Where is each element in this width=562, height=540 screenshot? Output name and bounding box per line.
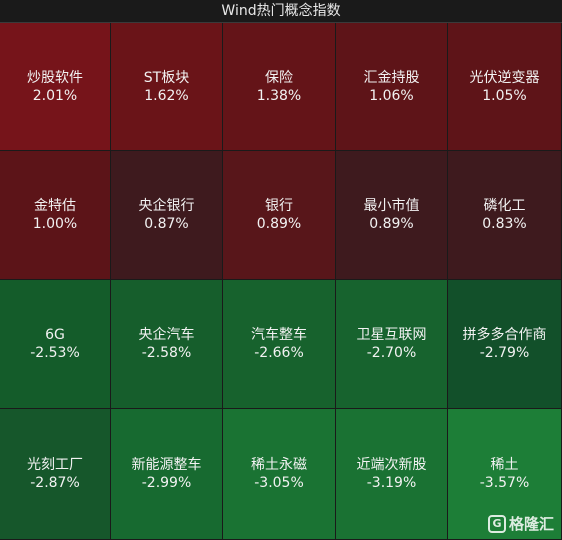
heatmap-tile[interactable]: 央企银行 0.87% — [111, 151, 223, 280]
heatmap-tile[interactable]: 近端次新股 -3.19% — [336, 409, 448, 540]
heatmap-tile[interactable]: 卫星互联网 -2.70% — [336, 280, 448, 409]
tile-concept-name: 新能源整车 — [131, 457, 202, 473]
tile-change-percent: -2.53% — [30, 345, 80, 361]
tile-concept-name: 最小市值 — [363, 198, 420, 214]
tile-change-percent: 0.83% — [482, 216, 527, 232]
heatmap-tile[interactable]: 光伏逆变器 1.05% — [448, 23, 562, 151]
tile-concept-name: 6G — [45, 327, 65, 343]
tile-concept-name: 银行 — [265, 198, 293, 214]
tile-concept-name: 金特估 — [34, 198, 76, 214]
tile-change-percent: 1.00% — [32, 216, 78, 232]
heatmap-tile[interactable]: 磷化工 0.83% — [448, 151, 562, 280]
tile-concept-name: 央企银行 — [138, 198, 195, 214]
heatmap-tile[interactable]: 银行 0.89% — [223, 151, 336, 280]
tile-concept-name: 保险 — [265, 69, 293, 86]
heatmap-tile[interactable]: 光刻工厂 -2.87% — [0, 409, 111, 540]
tile-concept-name: 拼多多合作商 — [462, 327, 547, 343]
tile-concept-name: 汇金持股 — [363, 69, 420, 86]
tile-concept-name: 磷化工 — [483, 198, 526, 214]
heatmap-tile[interactable]: 最小市值 0.89% — [336, 151, 448, 280]
concept-index-heatmap: 炒股软件 2.01% ST板块 1.62% 保险 1.38% 汇金持股 1.06% 光伏逆变器 1… — [0, 23, 562, 540]
watermark: G 格隆汇 — [487, 513, 554, 534]
heatmap-tile[interactable]: 拼多多合作商 -2.79% — [448, 280, 562, 409]
tile-change-percent: 1.06% — [369, 87, 414, 104]
heatmap-tile[interactable]: 保险 1.38% — [223, 23, 336, 151]
heatmap-tile[interactable]: 金特估 1.00% — [0, 151, 111, 280]
heatmap-tile[interactable]: 炒股软件 2.01% — [0, 23, 111, 151]
tile-change-percent: -3.19% — [366, 475, 417, 491]
tile-change-percent: 1.62% — [144, 87, 189, 104]
tile-change-percent: 1.05% — [482, 87, 527, 104]
tile-change-percent: -2.87% — [30, 475, 80, 491]
heatmap-tile[interactable]: 汽车整车 -2.66% — [223, 280, 336, 409]
tile-change-percent: -3.57% — [479, 475, 530, 491]
tile-change-percent: -2.66% — [254, 345, 304, 361]
watermark-text: 格隆汇 — [508, 515, 554, 533]
tile-change-percent: 1.38% — [256, 87, 302, 104]
tile-concept-name: 近端次新股 — [356, 457, 427, 473]
tile-concept-name: 光伏逆变器 — [469, 69, 540, 86]
heatmap-tile[interactable]: 稀土永磁 -3.05% — [223, 409, 336, 540]
tile-concept-name: 稀土永磁 — [251, 457, 307, 473]
tile-change-percent: -2.79% — [479, 345, 530, 361]
tile-change-percent: 0.89% — [369, 216, 414, 232]
tile-concept-name: 卫星互联网 — [356, 327, 427, 343]
tile-change-percent: -2.70% — [366, 345, 417, 361]
tile-concept-name: 光刻工厂 — [27, 457, 83, 473]
watermark-logo-icon: G — [487, 514, 506, 533]
heatmap-tile[interactable]: ST板块 1.62% — [111, 23, 223, 151]
heatmap-tile[interactable]: 汇金持股 1.06% — [336, 23, 448, 151]
tile-change-percent: -3.05% — [254, 475, 304, 491]
heatmap-tile[interactable]: 6G -2.53% — [0, 280, 111, 409]
tile-change-percent: -2.99% — [141, 475, 192, 491]
tile-concept-name: 炒股软件 — [27, 69, 83, 86]
tile-concept-name: 央企汽车 — [138, 327, 195, 343]
tile-change-percent: 0.87% — [144, 216, 189, 232]
panel-title: Wind热门概念指数 — [0, 0, 562, 23]
tile-change-percent: 0.89% — [256, 216, 302, 232]
tile-concept-name: 汽车整车 — [251, 327, 307, 343]
tile-concept-name: 稀土 — [490, 457, 519, 473]
tile-concept-name: ST板块 — [143, 69, 190, 86]
heatmap-tile[interactable]: 新能源整车 -2.99% — [111, 409, 223, 540]
tile-change-percent: 2.01% — [32, 87, 78, 104]
tile-change-percent: -2.58% — [141, 345, 192, 361]
heatmap-tile[interactable]: 央企汽车 -2.58% — [111, 280, 223, 409]
